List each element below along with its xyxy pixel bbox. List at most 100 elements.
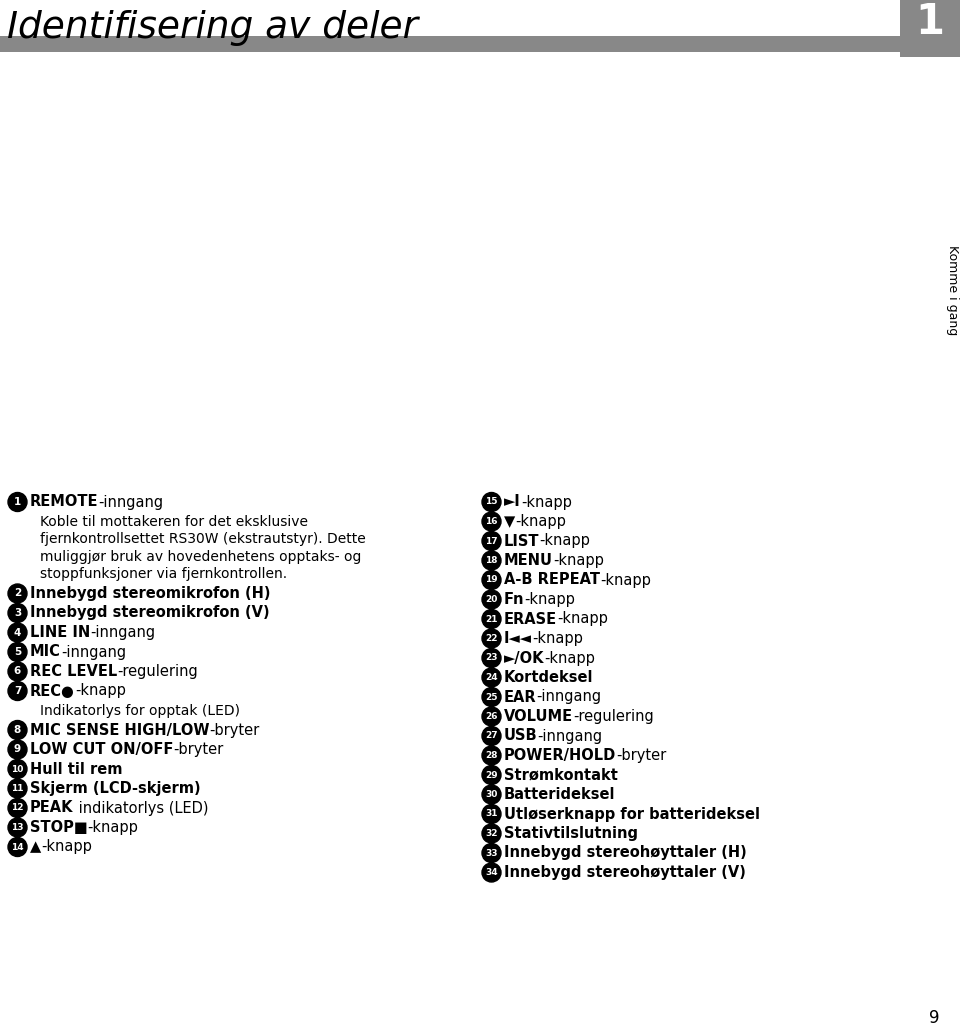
Text: 25: 25	[485, 692, 497, 702]
Text: 3: 3	[13, 608, 21, 618]
Text: PEAK: PEAK	[30, 800, 74, 816]
Text: Komme i gang: Komme i gang	[947, 245, 959, 335]
Circle shape	[482, 746, 501, 765]
Text: USB: USB	[504, 729, 538, 743]
Text: -bryter: -bryter	[209, 722, 260, 738]
Text: -knapp: -knapp	[557, 612, 608, 626]
Circle shape	[8, 584, 27, 603]
Text: -knapp: -knapp	[532, 631, 583, 646]
Text: -inngang: -inngang	[99, 495, 163, 509]
Text: ▲: ▲	[30, 839, 41, 855]
Text: STOP■: STOP■	[30, 820, 87, 835]
Text: muliggjør bruk av hovedenhetens opptaks- og: muliggjør bruk av hovedenhetens opptaks-…	[40, 550, 361, 563]
Text: 7: 7	[13, 686, 21, 696]
Text: 14: 14	[12, 842, 24, 852]
Text: 1: 1	[13, 497, 21, 507]
Text: Utløserknapp for batterideksel: Utløserknapp for batterideksel	[504, 806, 760, 822]
Text: 10: 10	[12, 765, 24, 773]
Circle shape	[482, 551, 501, 570]
Text: -regulering: -regulering	[117, 664, 198, 679]
Text: Hull til rem: Hull til rem	[30, 762, 123, 776]
Text: indikatorlys (LED): indikatorlys (LED)	[74, 800, 208, 816]
Text: ►I: ►I	[504, 495, 520, 509]
Text: Identifisering av deler: Identifisering av deler	[7, 10, 418, 46]
Circle shape	[482, 707, 501, 726]
Text: 16: 16	[485, 518, 497, 526]
Text: 9: 9	[929, 1009, 940, 1027]
Circle shape	[482, 785, 501, 804]
Text: -knapp: -knapp	[87, 820, 138, 835]
Text: REC●: REC●	[30, 683, 75, 699]
Text: 28: 28	[485, 751, 497, 760]
Text: -bryter: -bryter	[616, 748, 666, 763]
Text: 21: 21	[485, 615, 497, 623]
Text: -regulering: -regulering	[573, 709, 654, 724]
Text: 29: 29	[485, 770, 498, 779]
Text: Fn: Fn	[504, 592, 524, 607]
Circle shape	[8, 818, 27, 837]
Text: 1: 1	[916, 1, 945, 43]
Text: LINE IN: LINE IN	[30, 625, 90, 640]
Circle shape	[482, 766, 501, 785]
Text: -inngang: -inngang	[538, 729, 603, 743]
Text: 34: 34	[485, 868, 498, 877]
Text: 2: 2	[13, 589, 21, 598]
Circle shape	[8, 779, 27, 798]
Circle shape	[482, 570, 501, 590]
Text: -knapp: -knapp	[600, 572, 651, 588]
Circle shape	[482, 687, 501, 707]
Text: 33: 33	[485, 849, 497, 858]
Text: MIC: MIC	[30, 645, 60, 659]
Text: 24: 24	[485, 673, 498, 682]
Circle shape	[8, 643, 27, 661]
Circle shape	[482, 512, 501, 531]
Text: REC LEVEL: REC LEVEL	[30, 664, 117, 679]
Circle shape	[482, 610, 501, 628]
Text: 12: 12	[12, 803, 24, 812]
Text: 30: 30	[486, 790, 497, 799]
Text: 5: 5	[13, 647, 21, 657]
Circle shape	[482, 824, 501, 842]
Text: MIC SENSE HIGH/LOW: MIC SENSE HIGH/LOW	[30, 722, 209, 738]
Text: Skjerm (LCD-skjerm): Skjerm (LCD-skjerm)	[30, 781, 201, 796]
Text: -knapp: -knapp	[544, 651, 595, 666]
Text: EAR: EAR	[504, 689, 537, 705]
Circle shape	[8, 760, 27, 778]
Circle shape	[482, 844, 501, 862]
Text: ERASE: ERASE	[504, 612, 557, 626]
Text: ►/OK: ►/OK	[504, 651, 544, 666]
Text: Indikatorlys for opptak (LED): Indikatorlys for opptak (LED)	[40, 704, 240, 717]
Circle shape	[8, 681, 27, 701]
Text: Strømkontakt: Strømkontakt	[504, 768, 618, 782]
Circle shape	[8, 493, 27, 511]
Text: -knapp: -knapp	[516, 514, 566, 529]
Text: 15: 15	[485, 498, 497, 506]
Text: 22: 22	[485, 634, 497, 643]
Text: Innebygd stereohøyttaler (V): Innebygd stereohøyttaler (V)	[504, 865, 746, 880]
Text: VOLUME: VOLUME	[504, 709, 573, 724]
Text: 26: 26	[485, 712, 497, 721]
Text: ▼: ▼	[504, 514, 516, 529]
Text: Kortdeksel: Kortdeksel	[504, 670, 593, 685]
Text: -knapp: -knapp	[553, 553, 604, 568]
Circle shape	[482, 727, 501, 745]
Text: 18: 18	[485, 556, 497, 565]
Text: stoppfunksjoner via fjernkontrollen.: stoppfunksjoner via fjernkontrollen.	[40, 567, 287, 581]
Text: 6: 6	[13, 667, 21, 677]
Circle shape	[482, 649, 501, 668]
Text: LOW CUT ON/OFF: LOW CUT ON/OFF	[30, 742, 174, 757]
Text: -inngang: -inngang	[60, 645, 126, 659]
Text: -knapp: -knapp	[75, 683, 126, 699]
Text: POWER/HOLD: POWER/HOLD	[504, 748, 616, 763]
Text: 19: 19	[485, 575, 498, 585]
Circle shape	[8, 720, 27, 739]
Circle shape	[482, 804, 501, 824]
Text: Innebygd stereomikrofon (V): Innebygd stereomikrofon (V)	[30, 605, 270, 621]
Circle shape	[8, 662, 27, 681]
Text: -knapp: -knapp	[540, 533, 590, 549]
Text: 13: 13	[12, 823, 24, 832]
Text: A-B REPEAT: A-B REPEAT	[504, 572, 600, 588]
Circle shape	[8, 740, 27, 759]
Text: -bryter: -bryter	[174, 742, 224, 757]
Text: 17: 17	[485, 536, 498, 545]
